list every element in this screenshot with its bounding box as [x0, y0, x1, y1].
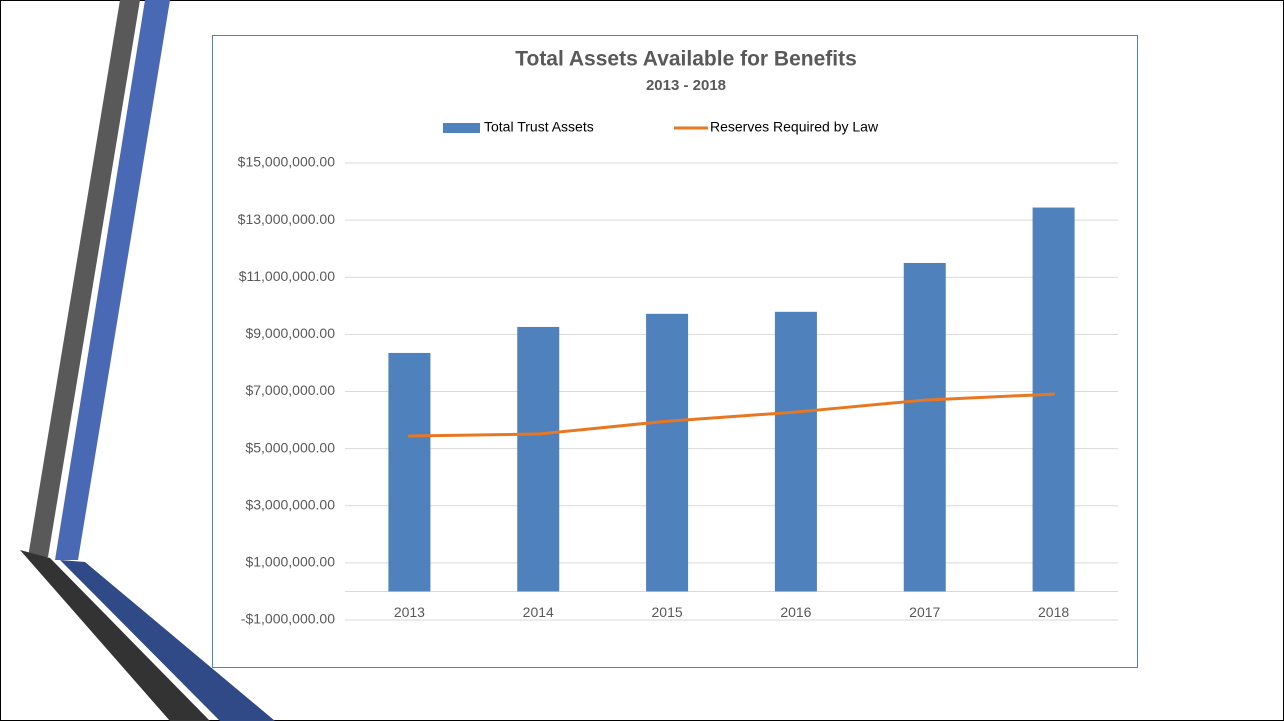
y-tick-label: $15,000,000.00: [238, 154, 336, 170]
chart-subtitle: 2013 - 2018: [646, 77, 726, 94]
x-tick-label: 2016: [780, 604, 811, 620]
y-tick-label: -$1,000,000.00: [241, 611, 335, 627]
y-tick-label: $7,000,000.00: [245, 382, 335, 398]
stripe-gray: [28, 0, 140, 557]
x-tick-label: 2017: [909, 604, 940, 620]
legend-swatch: [443, 123, 480, 133]
x-tick-label: 2014: [523, 604, 554, 620]
stripe-blue: [55, 0, 170, 560]
y-tick-label: $13,000,000.00: [238, 211, 336, 227]
y-tick-label: $3,000,000.00: [245, 496, 335, 512]
bar: [646, 313, 689, 592]
legend-label: Reserves Required by Law: [710, 119, 879, 135]
legend-label: Total Trust Assets: [484, 119, 594, 135]
y-tick-label: $5,000,000.00: [245, 439, 335, 455]
y-tick-label: $1,000,000.00: [245, 554, 335, 570]
stripe-navy: [60, 560, 275, 721]
x-tick-label: 2018: [1038, 604, 1069, 620]
bar: [1032, 207, 1075, 592]
bar: [903, 262, 946, 592]
bar: [774, 311, 817, 592]
bar: [517, 326, 560, 592]
y-tick-label: $11,000,000.00: [239, 268, 335, 284]
bar: [388, 352, 431, 592]
x-tick-label: 2015: [652, 604, 683, 620]
line-series: [407, 392, 1056, 438]
chart-title: Total Assets Available for Benefits: [515, 48, 857, 71]
stripe-dark: [20, 550, 210, 721]
x-tick-label: 2013: [394, 604, 425, 620]
y-tick-label: $9,000,000.00: [245, 325, 335, 341]
